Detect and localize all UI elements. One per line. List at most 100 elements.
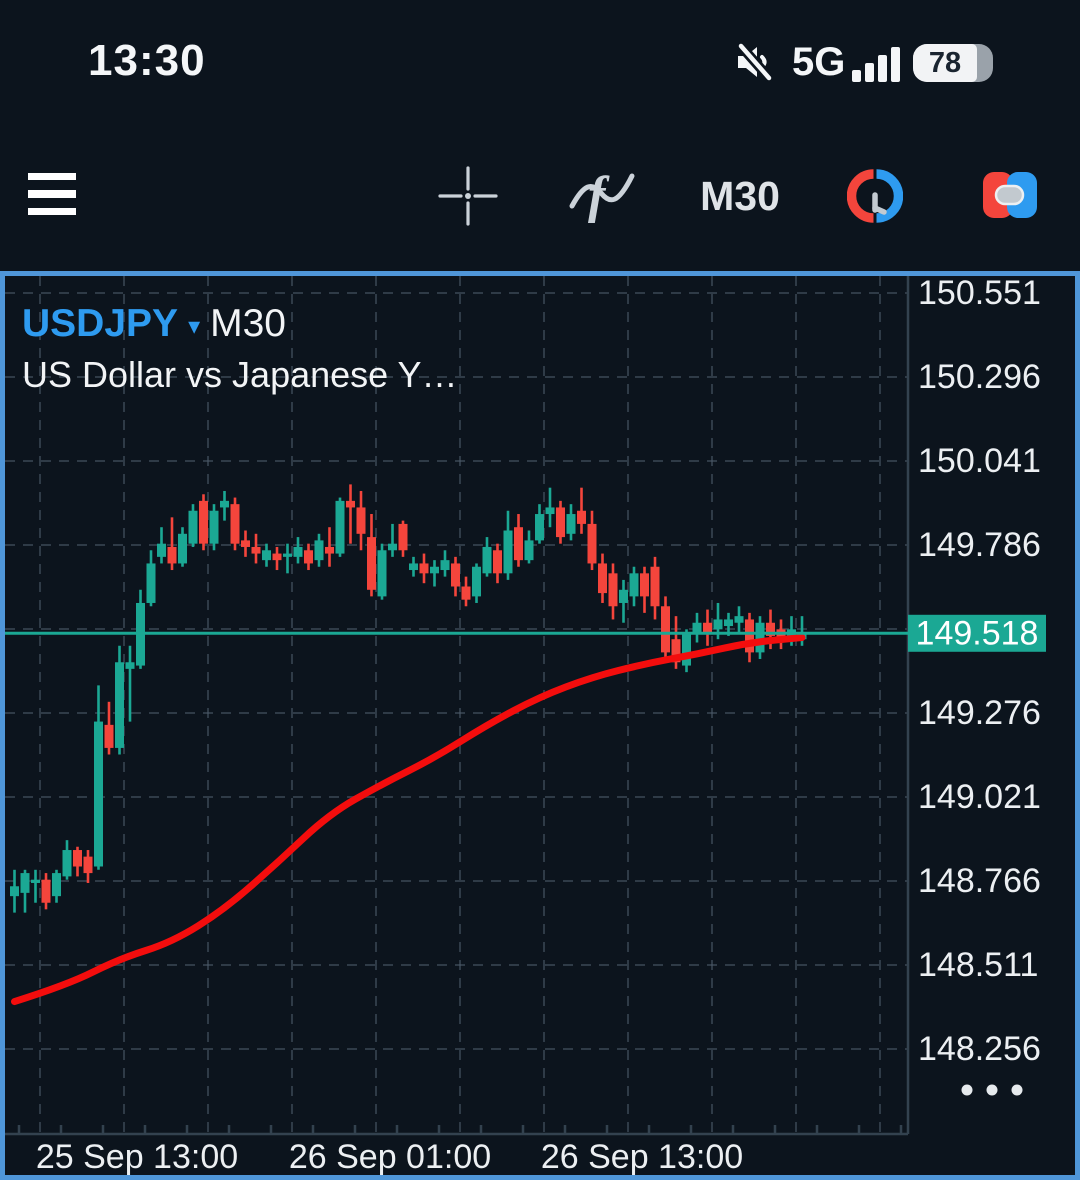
candle: [31, 869, 40, 903]
candle-body: [241, 540, 250, 547]
candle: [52, 869, 61, 903]
candle-body: [272, 553, 282, 561]
candle-body: [199, 500, 208, 544]
candle-body: [62, 850, 72, 877]
candle: [73, 846, 82, 877]
candle-body: [766, 622, 775, 636]
candle-body: [178, 533, 187, 564]
candle: [640, 566, 649, 613]
candle: [619, 579, 628, 623]
one-click-trading-icon[interactable]: [982, 170, 1038, 220]
status-time: 13:30: [88, 36, 206, 85]
candle-body: [682, 632, 691, 666]
candle-body: [83, 856, 93, 874]
volume-off-icon: [736, 41, 774, 83]
candle: [629, 566, 639, 607]
battery-percent: 78: [928, 46, 962, 79]
candle-body: [713, 619, 723, 630]
candle-body: [367, 537, 376, 590]
candle-body: [608, 573, 618, 607]
candle: [734, 606, 744, 633]
battery-indicator: 78: [913, 44, 993, 82]
candle-body: [325, 546, 334, 554]
candle-body: [524, 540, 534, 561]
candle-body: [283, 553, 292, 557]
candle: [230, 497, 240, 551]
candle: [692, 612, 702, 643]
chart-frame: 150.551 150.296 150.041 149.786 149.276 149.0…: [0, 271, 1080, 1180]
candle-body: [734, 616, 744, 623]
candle: [503, 510, 513, 580]
candle: [535, 504, 544, 544]
chart-timeframe-label: M30: [210, 302, 286, 345]
candle-body: [629, 573, 639, 597]
function-wave-icon[interactable]: f: [568, 162, 636, 226]
candle: [377, 543, 387, 600]
candle: [367, 514, 376, 597]
candle-body: [640, 573, 649, 597]
crosshair-icon[interactable]: [436, 164, 500, 228]
price-axis-label: 150.296: [918, 358, 1041, 396]
candle: [283, 543, 292, 574]
axes: [5, 276, 910, 1136]
more-options-dots[interactable]: [961, 1084, 1023, 1096]
candle-body: [755, 622, 765, 653]
candle-body: [356, 507, 366, 534]
moving-average-line: [11, 634, 806, 1006]
candle-body: [10, 886, 19, 897]
candle: [451, 556, 460, 597]
price-axis-label: 150.041: [918, 442, 1041, 480]
candle: [104, 701, 114, 755]
candle-body: [125, 662, 135, 669]
candle-body: [377, 550, 387, 597]
hamburger-menu-icon[interactable]: [24, 168, 80, 220]
timeframe-button[interactable]: M30: [700, 172, 780, 219]
candle: [146, 550, 156, 607]
candle: [209, 504, 219, 551]
candle-body: [724, 619, 733, 627]
candle: [388, 523, 397, 557]
candle: [62, 840, 72, 880]
candle-body: [20, 873, 30, 893]
candle: [514, 514, 523, 567]
candle-body: [262, 550, 271, 561]
candle-body: [304, 550, 313, 564]
dot-icon: [1011, 1084, 1023, 1096]
candle: [167, 517, 177, 571]
price-axis[interactable]: 150.551 150.296 150.041 149.786 149.276 149.0…: [908, 276, 1046, 1068]
symbol-selector[interactable]: USDJPY ▾ M30: [22, 302, 458, 346]
candle-body: [661, 606, 670, 653]
candle-body: [703, 622, 712, 633]
price-axis-label: 148.766: [918, 862, 1041, 900]
candle: [398, 520, 408, 557]
candle: [661, 596, 670, 659]
candle: [220, 490, 229, 521]
trading-hours-clock-icon[interactable]: [847, 168, 903, 224]
grid: [5, 276, 908, 1134]
candle: [251, 533, 261, 564]
signal-bars-icon: [852, 47, 900, 82]
candlestick-chart-canvas[interactable]: 150.551 150.296 150.041 149.786 149.276 149.0…: [5, 276, 1075, 1175]
candle-body: [220, 500, 229, 508]
time-axis-label: 26 Sep 13:00: [541, 1138, 743, 1175]
time-axis-label: 25 Sep 13:00: [36, 1138, 238, 1175]
battery-fill: 78: [913, 44, 977, 82]
dot-icon: [986, 1084, 998, 1096]
status-bar: 13:30 5G 78: [0, 0, 1080, 120]
candle: [293, 537, 303, 564]
candle: [524, 530, 534, 564]
candle: [409, 556, 418, 577]
candle: [199, 494, 208, 551]
candle-body: [41, 879, 51, 903]
candle: [304, 543, 313, 571]
candle: [461, 576, 471, 607]
candle: [335, 497, 345, 557]
candle-body: [745, 619, 754, 653]
candle-body: [314, 540, 324, 561]
candle: [493, 543, 502, 584]
candle-body: [472, 566, 481, 597]
candle: [440, 550, 450, 577]
candle-body: [598, 563, 607, 594]
candle: [94, 685, 103, 870]
chart-title: USDJPY ▾ M30 US Dollar vs Japanese Y…: [22, 302, 458, 396]
